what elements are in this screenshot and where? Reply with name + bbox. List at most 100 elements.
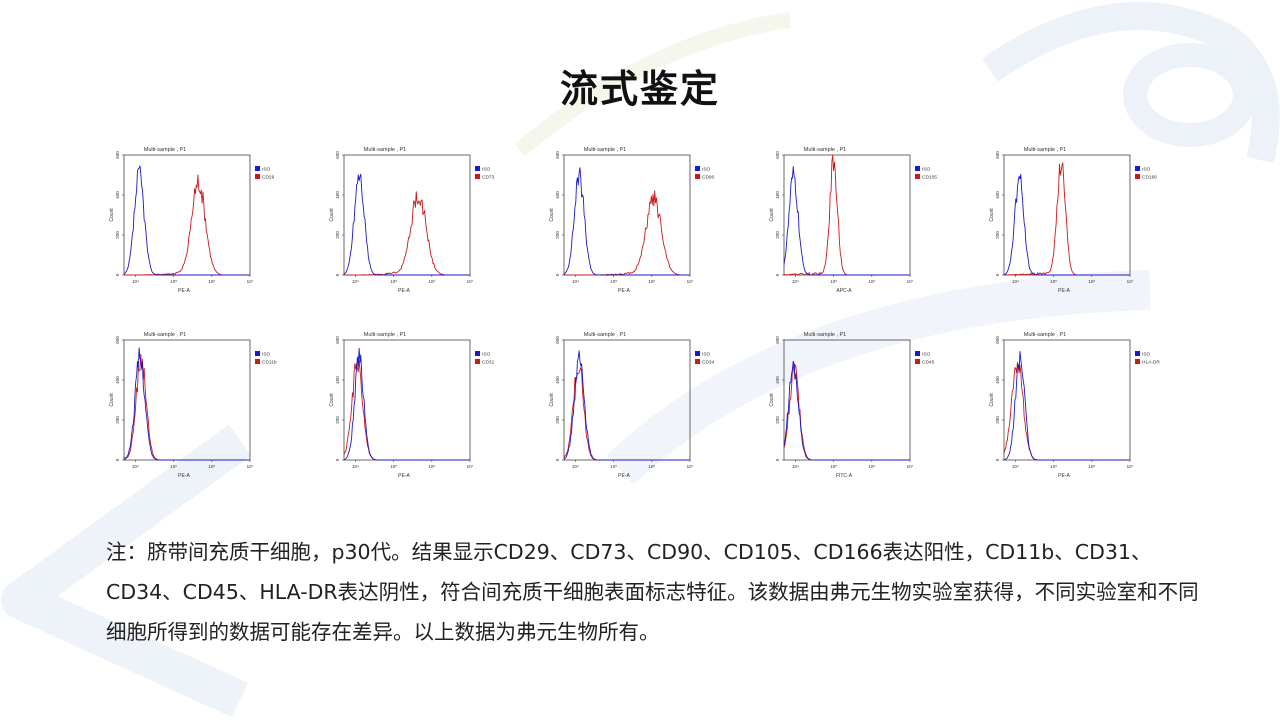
y-tick-label: 0 xyxy=(115,273,120,276)
y-tick-label: 600 xyxy=(775,151,780,159)
histogram-curve xyxy=(1003,162,1130,276)
y-tick-label: 0 xyxy=(995,273,1000,276)
histogram-curve xyxy=(123,347,250,461)
x-tick-label: 10⁵ xyxy=(610,279,617,284)
x-tick-label: 10⁵ xyxy=(390,279,397,284)
y-tick-label: 400 xyxy=(335,191,340,199)
legend-swatch xyxy=(1135,166,1140,171)
x-tick-label: 10⁷ xyxy=(247,279,254,284)
x-tick-label: 10⁵ xyxy=(830,279,837,284)
legend-label: ISO xyxy=(922,167,931,173)
y-tick-label: 400 xyxy=(995,191,1000,199)
watermark-swoosh xyxy=(514,12,792,157)
histogram-curve xyxy=(343,347,470,461)
plot-frame xyxy=(123,339,251,461)
x-tick-label: 10⁵ xyxy=(1050,464,1057,469)
legend-label: ISO xyxy=(482,167,491,173)
y-tick-label: 200 xyxy=(115,416,120,424)
x-tick-label: 10⁵ xyxy=(170,464,177,469)
legend-swatch xyxy=(915,174,920,179)
x-axis-label: PE-A xyxy=(398,473,410,479)
x-tick-label: 10⁴ xyxy=(352,279,359,284)
x-axis-label: PE-A xyxy=(398,288,410,294)
x-tick-label: 10⁷ xyxy=(907,279,914,284)
legend-swatch xyxy=(255,174,260,179)
histogram-curve xyxy=(783,166,910,276)
y-tick-label: 200 xyxy=(115,231,120,239)
histogram-title: Multi-sample , P1 xyxy=(584,332,627,338)
histogram-title: Multi-sample , P1 xyxy=(1024,332,1067,338)
x-axis-label: FITC-A xyxy=(836,473,853,479)
x-tick-label: 10⁶ xyxy=(868,464,875,469)
legend-label: CD73 xyxy=(482,175,495,181)
y-tick-label: 0 xyxy=(335,273,340,276)
histogram-panel: Multi-sample , P1 0 200 400 600 Count 10⁴ 10⁵ 10… xyxy=(329,147,495,294)
x-tick-label: 10⁴ xyxy=(572,464,579,469)
y-tick-label: 600 xyxy=(775,336,780,344)
y-tick-label: 0 xyxy=(775,458,780,461)
y-tick-label: 200 xyxy=(775,416,780,424)
legend-swatch xyxy=(915,166,920,171)
plot-frame xyxy=(343,339,471,461)
x-tick-label: 10⁴ xyxy=(132,279,139,284)
histogram-title: Multi-sample , P1 xyxy=(364,332,407,338)
histogram-title: Multi-sample , P1 xyxy=(144,147,187,153)
y-tick-label: 600 xyxy=(995,336,1000,344)
y-tick-label: 200 xyxy=(335,231,340,239)
x-tick-label: 10⁴ xyxy=(792,464,799,469)
histogram-panel: Multi-sample , P1 0 200 400 600 Count 10⁴ 10⁵ 10… xyxy=(549,147,715,294)
y-tick-label: 400 xyxy=(335,376,340,384)
legend-swatch xyxy=(695,174,700,179)
histogram-curve xyxy=(1003,173,1130,276)
y-axis-label: Count xyxy=(329,393,335,407)
histogram-panel: Multi-sample , P1 0 200 400 600 Count 10⁴ 10⁵ 10… xyxy=(769,332,935,479)
histogram-curve xyxy=(343,173,470,276)
y-tick-label: 600 xyxy=(555,336,560,344)
y-tick-label: 400 xyxy=(115,376,120,384)
legend-swatch xyxy=(695,359,700,364)
x-tick-label: 10⁴ xyxy=(132,464,139,469)
legend-label: CD11b xyxy=(262,360,277,366)
histogram-curve xyxy=(563,350,690,461)
y-tick-label: 400 xyxy=(995,376,1000,384)
histogram-curve xyxy=(563,167,690,276)
x-tick-label: 10⁴ xyxy=(792,279,799,284)
histogram-curve xyxy=(783,360,910,461)
legend-swatch xyxy=(475,351,480,356)
x-tick-label: 10⁶ xyxy=(868,279,875,284)
x-tick-label: 10⁵ xyxy=(1050,279,1057,284)
y-tick-label: 0 xyxy=(555,273,560,276)
legend-label: HLA-DR xyxy=(1142,360,1160,366)
plot-frame xyxy=(343,154,471,276)
y-tick-label: 600 xyxy=(995,151,1000,159)
histogram-panel: Multi-sample , P1 0 200 400 600 Count 10⁴ 10⁵ 10… xyxy=(329,332,495,479)
histogram-curve xyxy=(123,165,250,276)
x-axis-label: PE-A xyxy=(1058,473,1070,479)
histogram-curve xyxy=(1003,350,1130,461)
x-axis-label: PE-A xyxy=(618,473,630,479)
y-tick-label: 600 xyxy=(115,151,120,159)
y-axis-label: Count xyxy=(769,393,775,407)
y-axis-label: Count xyxy=(549,393,555,407)
legend-swatch xyxy=(255,351,260,356)
x-tick-label: 10⁵ xyxy=(830,464,837,469)
x-tick-label: 10⁴ xyxy=(352,464,359,469)
y-axis-label: Count xyxy=(109,208,115,222)
legend-label: ISO xyxy=(1142,167,1151,173)
y-tick-label: 200 xyxy=(775,231,780,239)
y-tick-label: 400 xyxy=(775,191,780,199)
figure-note: 注：脐带间充质干细胞，p30代。结果显示CD29、CD73、CD90、CD105… xyxy=(106,540,1199,644)
watermark-ring xyxy=(1123,43,1257,147)
histogram-panel: Multi-sample , P1 0 200 400 600 Count 10⁴ 10⁵ 10… xyxy=(989,332,1160,479)
histogram-curve xyxy=(343,360,470,461)
legend-label: CD29 xyxy=(262,175,275,181)
plot-frame xyxy=(783,154,911,276)
x-tick-label: 10⁷ xyxy=(247,464,254,469)
y-axis-label: Count xyxy=(989,208,995,222)
x-tick-label: 10⁶ xyxy=(1088,464,1095,469)
legend-label: ISO xyxy=(702,352,711,358)
histogram-curve xyxy=(564,190,690,276)
y-tick-label: 0 xyxy=(115,458,120,461)
histogram-title: Multi-sample , P1 xyxy=(584,147,627,153)
